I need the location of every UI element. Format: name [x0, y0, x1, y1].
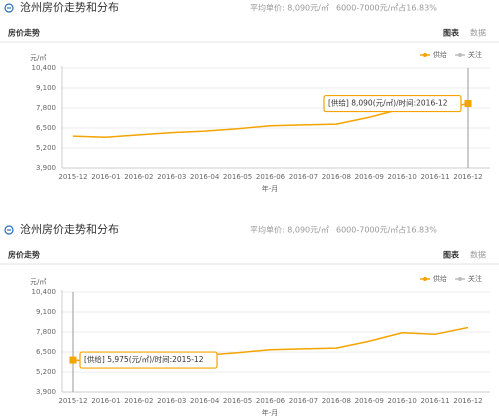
x-tick-label: 2016-10	[388, 173, 417, 181]
x-tick-label: 2016-08	[322, 173, 351, 181]
x-tick-label: 2016-06	[256, 173, 286, 181]
y-axis-label: 元/㎡	[30, 278, 46, 286]
x-tick-label: 2016-10	[388, 397, 417, 405]
y-tick-label: 7,800	[36, 328, 56, 336]
price-share: 6000-7000元/㎡占16.83%	[336, 3, 437, 13]
x-tick-label: 2016-05	[223, 173, 252, 181]
legend-dot	[423, 277, 427, 281]
x-tick-label: 2016-11	[420, 173, 449, 181]
section-title: 房价走势	[8, 250, 40, 260]
x-tick-label: 2016-09	[355, 173, 384, 181]
x-tick-label: 2016-02	[124, 397, 153, 405]
x-tick-label: 2015-12	[58, 397, 87, 405]
avg-price: 平均单价: 8,090元/㎡	[250, 3, 329, 13]
title-icon	[4, 3, 14, 13]
y-tick-label: 10,400	[32, 288, 57, 296]
y-axis-label: 元/㎡	[30, 54, 46, 62]
y-tick-label: 6,500	[36, 348, 56, 356]
legend-dot	[458, 277, 462, 281]
y-tick-label: 9,100	[36, 84, 56, 92]
section-title: 房价走势	[8, 28, 40, 38]
avg-price: 平均单价: 8,090元/㎡	[250, 225, 329, 235]
x-axis-label: 年-月	[262, 184, 279, 193]
x-tick-label: 2015-12	[58, 173, 87, 181]
y-tick-label: 3,900	[36, 388, 56, 396]
tooltip-text: [供给] 8,090(元/㎡)/时间:2016-12	[328, 98, 448, 108]
y-tick-label: 10,400	[32, 64, 57, 72]
title-icon	[4, 225, 14, 235]
x-tick-label: 2016-11	[420, 397, 449, 405]
x-tick-label: 2016-02	[124, 173, 153, 181]
x-tick-label: 2016-12	[453, 397, 482, 405]
y-tick-label: 6,500	[36, 124, 56, 132]
x-tick-label: 2016-05	[223, 397, 252, 405]
point	[464, 100, 472, 108]
legend-dot	[423, 53, 427, 57]
y-tick-label: 5,200	[36, 368, 56, 376]
y-tick-label: 3,900	[36, 164, 56, 172]
x-tick-label: 2016-09	[355, 397, 384, 405]
x-tick-label: 2016-01	[91, 173, 120, 181]
legend-label[interactable]: 关注	[468, 50, 482, 59]
price-share: 6000-7000元/㎡占16.83%	[336, 225, 437, 235]
x-tick-label: 2016-03	[157, 173, 186, 181]
x-tick-label: 2016-07	[289, 397, 318, 405]
tab[interactable]: 数据	[470, 28, 486, 38]
tooltip-text: [供给] 5,975(元/㎡)/时间:2015-12	[84, 354, 204, 364]
legend-label[interactable]: 关注	[468, 274, 482, 283]
legend-label[interactable]: 供给	[433, 274, 447, 283]
tooltip-box	[323, 94, 462, 113]
y-tick-label: 9,100	[36, 308, 56, 316]
y-tick-label: 7,800	[36, 104, 56, 112]
y-tick-label: 5,200	[36, 144, 56, 152]
x-tick-label: 2016-07	[289, 173, 318, 181]
panel-title: 沧州房价走势和分布	[20, 0, 119, 14]
x-tick-label: 2016-12	[453, 173, 482, 181]
x-tick-label: 2016-01	[91, 397, 120, 405]
x-tick-label: 2016-08	[322, 397, 351, 405]
tab[interactable]: 图表	[443, 250, 460, 260]
x-tick-label: 2016-04	[190, 397, 220, 405]
legend-label[interactable]: 供给	[433, 50, 447, 59]
panel-title: 沧州房价走势和分布	[20, 222, 119, 236]
point	[69, 356, 77, 364]
tab[interactable]: 图表	[443, 28, 460, 38]
x-tick-label: 2016-04	[190, 173, 220, 181]
x-tick-label: 2016-06	[256, 397, 286, 405]
x-axis-label: 年-月	[262, 408, 279, 417]
tooltip-box	[79, 351, 218, 369]
legend-dot	[458, 53, 462, 57]
tab[interactable]: 数据	[470, 250, 486, 260]
x-tick-label: 2016-03	[157, 397, 186, 405]
